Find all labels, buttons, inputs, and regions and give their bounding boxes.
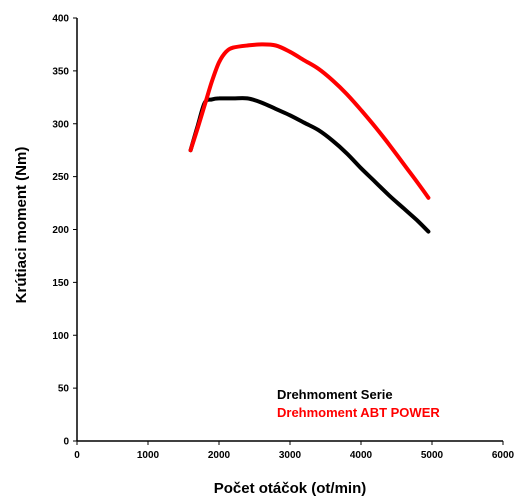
x-ticks: 0 1000 2000 3000 4000 5000 6000 — [74, 441, 515, 461]
series-line-abt-power — [188, 42, 431, 200]
y-tick-label: 0 — [63, 437, 69, 448]
x-tick-label: 3000 — [279, 450, 302, 461]
x-axis-title: Počet otáčok (ot/min) — [214, 480, 367, 497]
y-axis-title: Krútiaci moment (Nm) — [13, 147, 30, 304]
y-ticks: 0 50 100 150 200 250 300 350 400 — [52, 14, 77, 448]
legend-entry-abt-power: Drehmoment ABT POWER — [277, 405, 440, 420]
x-tick-label: 0 — [74, 450, 80, 461]
y-tick-label: 250 — [52, 172, 69, 183]
legend-entry-serie: Drehmoment Serie — [277, 387, 393, 402]
y-tick-label: 400 — [52, 14, 69, 25]
x-tick-label: 5000 — [421, 450, 444, 461]
legend: Drehmoment Serie Drehmoment ABT POWER — [277, 387, 440, 420]
axes — [76, 18, 503, 442]
series-line-serie — [188, 96, 431, 234]
x-tick-label: 6000 — [492, 450, 515, 461]
series-layer — [188, 42, 431, 234]
x-tick-label: 1000 — [137, 450, 160, 461]
y-tick-label: 200 — [52, 225, 69, 236]
x-tick-label: 2000 — [208, 450, 231, 461]
x-tick-label: 4000 — [350, 450, 373, 461]
y-tick-label: 50 — [58, 384, 70, 395]
y-tick-label: 150 — [52, 278, 69, 289]
y-tick-label: 100 — [52, 331, 69, 342]
y-tick-label: 350 — [52, 66, 69, 77]
y-tick-label: 300 — [52, 119, 69, 130]
